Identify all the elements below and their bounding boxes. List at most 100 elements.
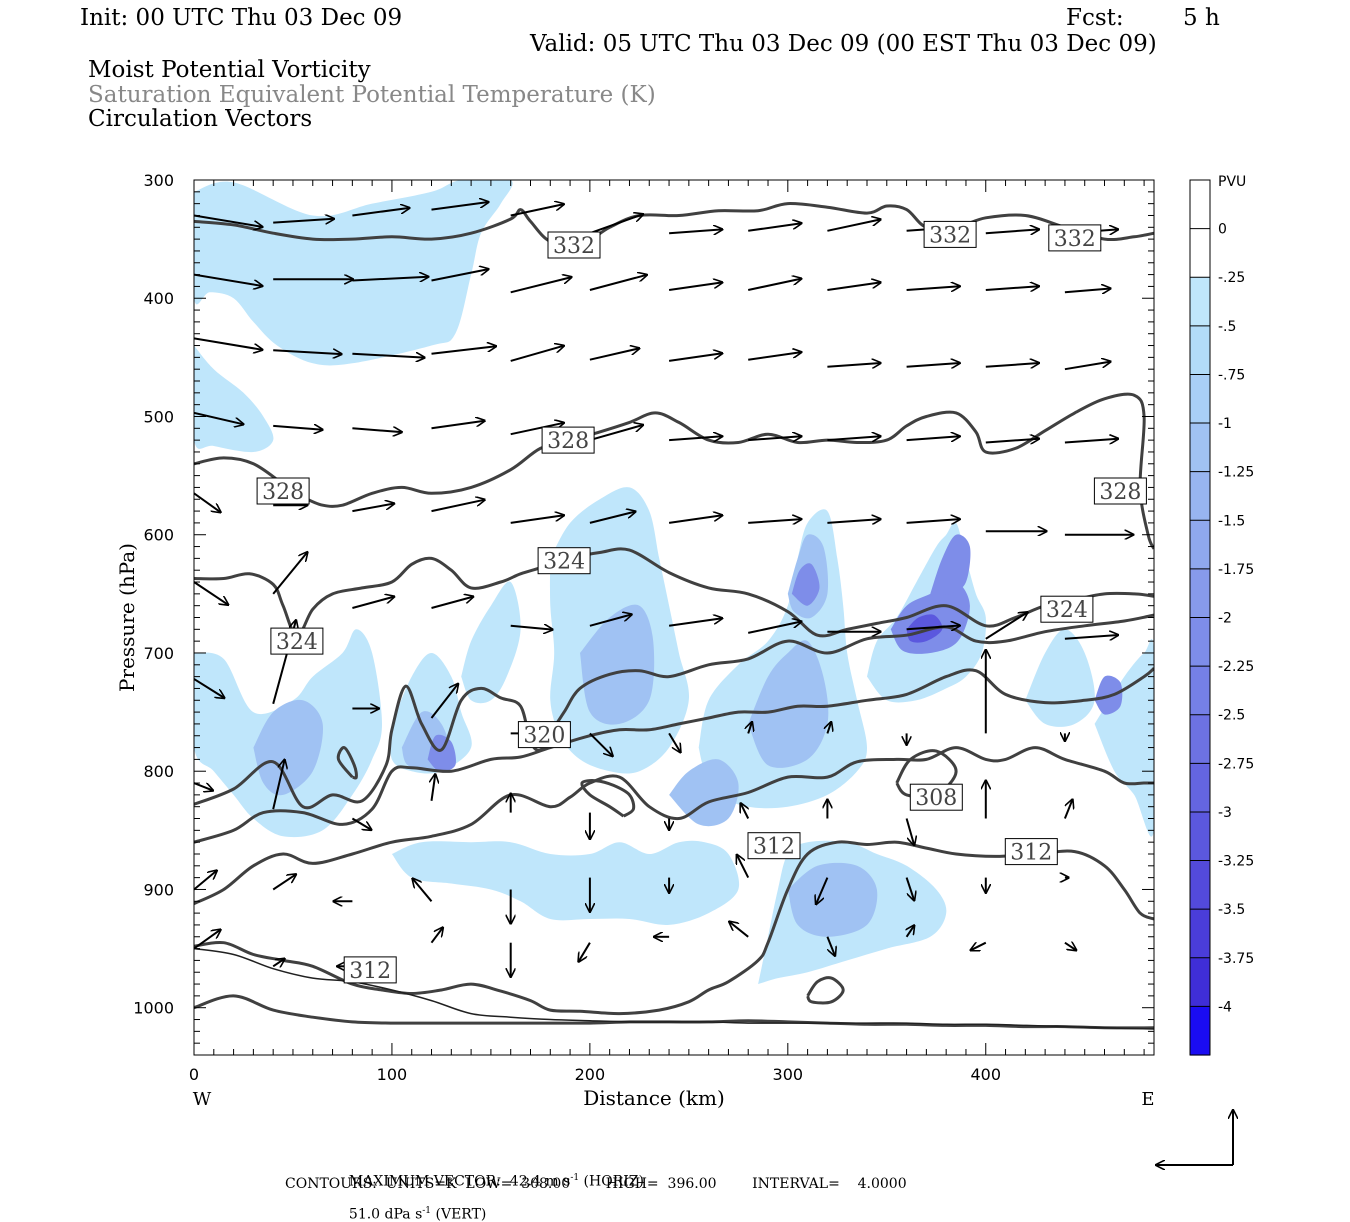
circulation-vector <box>748 223 801 232</box>
circulation-vector <box>352 354 424 358</box>
circulation-vector <box>906 286 960 290</box>
circulation-vector <box>273 219 334 223</box>
colorbar-swatch <box>1190 811 1210 862</box>
unit-exponent: -1 <box>422 1205 432 1216</box>
colorbar-label: -.25 <box>1218 270 1245 286</box>
y-tick-label: 900 <box>143 880 174 899</box>
y-tick-label: 500 <box>143 407 174 426</box>
pv-region <box>194 180 513 366</box>
circulation-vector <box>273 350 341 354</box>
circulation-vector <box>352 597 394 609</box>
vert-label: (VERT) <box>431 1206 487 1222</box>
forecast-label: Fcst: <box>1066 5 1124 31</box>
circulation-vector <box>589 275 647 291</box>
contour-label: 332 <box>1048 224 1102 252</box>
pv-region <box>391 840 740 926</box>
pv-region <box>930 534 971 595</box>
circulation-vector <box>1064 635 1118 639</box>
contour-label: 312 <box>747 832 801 860</box>
circulation-vector <box>906 363 960 367</box>
circulation-vector <box>272 959 284 967</box>
circulation-vector <box>906 436 960 440</box>
circulation-vector <box>668 515 722 524</box>
x-end-label-east: E <box>1141 1089 1154 1110</box>
circulation-vector <box>668 282 722 291</box>
circulation-vector <box>668 732 680 752</box>
circulation-vector <box>827 519 880 523</box>
circulation-vector <box>827 436 880 440</box>
pv-region <box>791 563 820 606</box>
x-axis-title: Distance (km) <box>583 1086 725 1110</box>
contour-label-text: 328 <box>262 480 304 505</box>
circulation-vector <box>589 614 632 627</box>
contour-label-box <box>909 783 963 811</box>
circulation-vector <box>589 732 613 756</box>
contour-label-box <box>547 231 601 259</box>
circulation-vector <box>1064 943 1076 951</box>
field-title-theta-es: Saturation Equivalent Potential Temperat… <box>88 82 656 108</box>
circulation-vector <box>351 817 371 830</box>
pv-region <box>787 862 878 937</box>
contour-label-box <box>541 426 595 454</box>
contour-label-box <box>343 956 397 984</box>
colorbar-unit: PVU <box>1218 174 1246 190</box>
contour-label-text: 324 <box>276 630 318 655</box>
circulation-vector <box>194 273 262 286</box>
colorbar-label: -1.5 <box>1218 513 1245 529</box>
reference-vector <box>1156 1110 1233 1165</box>
axis-layer: 300 400 500 600 700 800 900 1000 0 100 200 300 400 Di… <box>115 171 1155 1110</box>
circulation-vector <box>748 519 801 523</box>
y-tick-label: 1000 <box>133 999 174 1018</box>
circulation-vector <box>669 229 722 233</box>
circulation-vector <box>827 219 880 232</box>
colorbar-swatch <box>1190 1006 1210 1056</box>
circulation-vector <box>985 229 1039 233</box>
circulation-vector <box>741 803 749 819</box>
contour-label: 312 <box>1004 838 1058 866</box>
circulation-vector <box>747 279 801 291</box>
pv-region <box>1094 638 1154 837</box>
circulation-vector <box>985 286 1039 290</box>
y-tick-label: 600 <box>143 526 174 545</box>
contour-label-text: 324 <box>543 550 585 575</box>
circulation-vector <box>510 277 572 294</box>
circulation-vector <box>431 346 497 355</box>
circulation-vector <box>194 337 262 349</box>
circulation-vector <box>413 879 433 902</box>
circulation-vector <box>430 928 443 944</box>
closed-contour <box>806 976 845 1005</box>
contour-label-box <box>537 547 591 575</box>
colorbar-swatch <box>1190 520 1210 570</box>
circulation-vector <box>579 942 591 962</box>
x-tick-label: 300 <box>773 1065 804 1084</box>
contour-label-text: 328 <box>1099 480 1141 505</box>
circulation-vector <box>985 612 1028 640</box>
circulation-vector <box>273 426 322 430</box>
theta-es-contour <box>194 746 1154 905</box>
circulation-vector <box>589 348 639 361</box>
circulation-vector <box>668 353 722 362</box>
contour-label-box <box>747 832 801 860</box>
colorbar-swatch <box>1190 860 1210 910</box>
x-tick-label: 0 <box>189 1065 199 1084</box>
forecast-hour: 5 h <box>1183 5 1220 31</box>
pv-shading-layer <box>194 180 1154 985</box>
contour-label-box <box>923 220 977 248</box>
circulation-vector <box>352 277 428 281</box>
circulation-vector <box>1064 362 1111 371</box>
contour-label-text: 332 <box>553 234 595 259</box>
circulation-vector <box>748 722 752 734</box>
circulation-vector <box>510 515 564 524</box>
unit-exponent: -1 <box>570 1173 580 1183</box>
colorbar-label: -1.25 <box>1218 465 1254 481</box>
colorbar-swatch <box>1190 228 1210 278</box>
circulation-vector <box>510 423 564 436</box>
circulation-vector <box>906 626 960 630</box>
contour-label: 324 <box>1040 595 1094 623</box>
contour-label-text: 328 <box>547 429 589 454</box>
y-axis-title: Pressure (hPa) <box>115 543 139 692</box>
init-time: Init: 00 UTC Thu 03 Dec 09 <box>80 5 403 31</box>
circulation-vector <box>589 425 643 442</box>
colorbar-swatch <box>1190 568 1210 619</box>
